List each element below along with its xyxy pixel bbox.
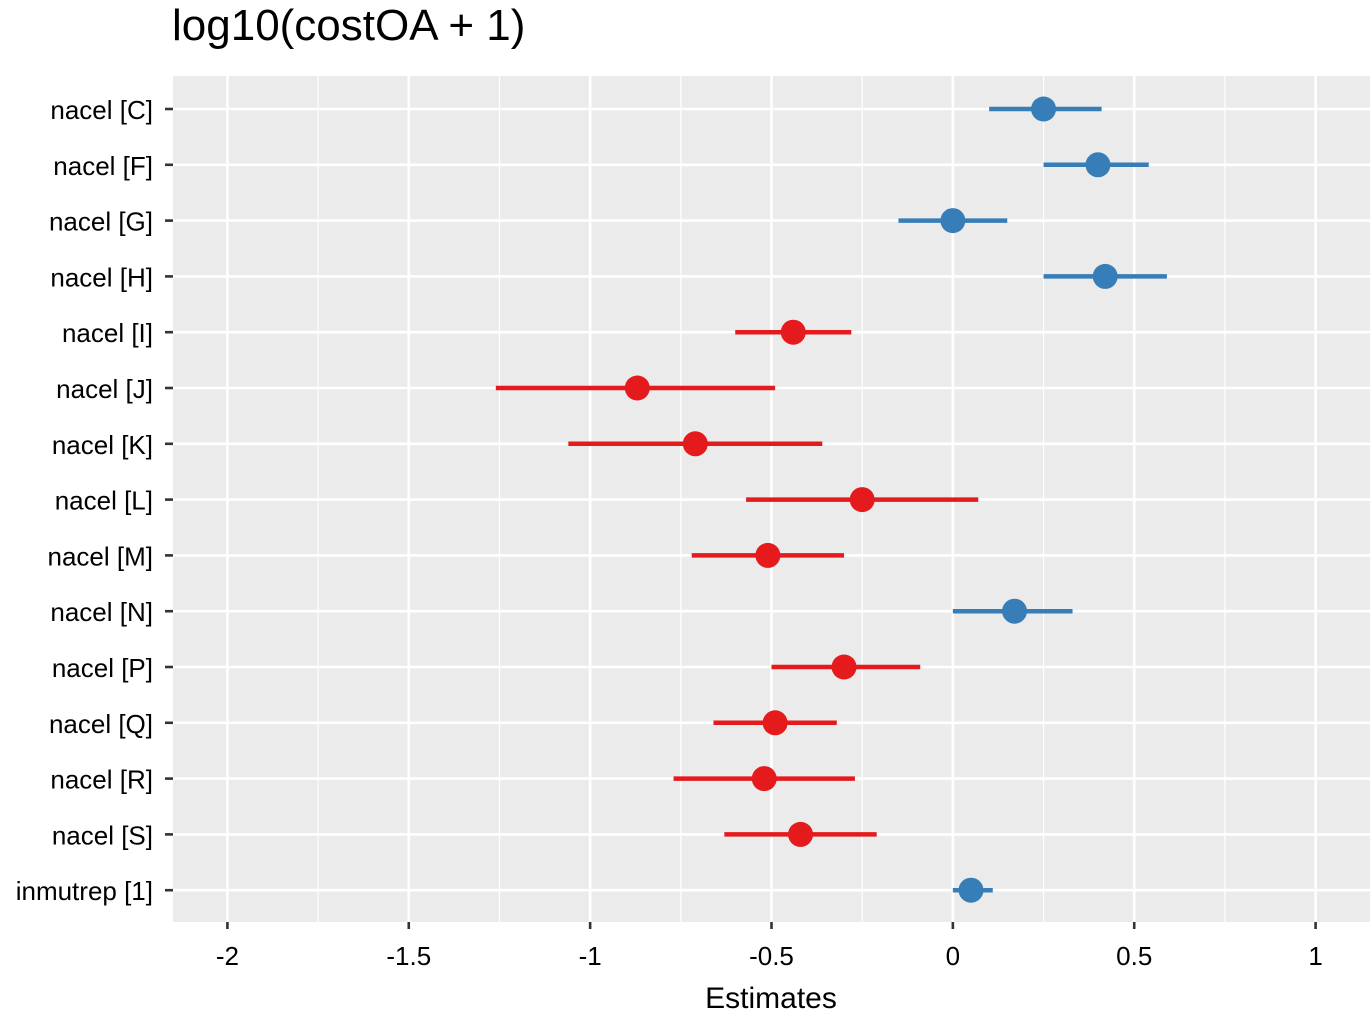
y-tick-label: nacel [G]	[49, 207, 153, 237]
estimate-point	[1031, 96, 1057, 122]
y-tick-label: nacel [Q]	[49, 709, 153, 739]
chart-title: log10(costOA + 1)	[172, 1, 525, 50]
estimate-point	[762, 710, 788, 736]
x-tick-label: -1	[579, 941, 602, 971]
y-tick-label: nacel [L]	[55, 486, 153, 516]
y-tick-label: nacel [F]	[53, 151, 153, 181]
estimate-point	[788, 821, 814, 847]
x-tick-label: 1	[1308, 941, 1322, 971]
x-tick-label: 0	[946, 941, 960, 971]
estimate-point	[780, 319, 806, 345]
estimate-point	[1085, 152, 1111, 178]
estimate-point	[849, 487, 875, 513]
x-axis: -2 -1.5 -1 -0.5 0 0.5 1	[216, 922, 1323, 971]
estimate-point	[755, 542, 781, 568]
y-tick-label: nacel [I]	[62, 318, 153, 348]
x-tick-label: -1.5	[386, 941, 431, 971]
estimate-point	[751, 766, 777, 792]
y-tick-label: nacel [C]	[50, 95, 153, 125]
estimate-point	[1002, 598, 1028, 624]
estimate-point	[958, 877, 984, 903]
y-tick-label: nacel [N]	[50, 597, 153, 627]
estimate-point	[682, 431, 708, 457]
estimate-point	[1092, 263, 1118, 289]
x-tick-label: 0.5	[1116, 941, 1152, 971]
estimate-point	[831, 654, 857, 680]
estimate-point	[940, 208, 966, 234]
y-tick-label: nacel [P]	[52, 653, 153, 683]
y-tick-label: nacel [M]	[48, 541, 154, 571]
y-tick-label: nacel [H]	[50, 262, 153, 292]
x-axis-label: Estimates	[705, 982, 837, 1009]
x-tick-label: -2	[216, 941, 239, 971]
y-tick-label: nacel [R]	[50, 765, 153, 795]
y-tick-label: nacel [J]	[56, 374, 153, 404]
estimate-marks	[495, 96, 1167, 903]
x-tick-label: -0.5	[749, 941, 794, 971]
y-tick-label: nacel [K]	[52, 430, 153, 460]
y-axis: nacel [C] nacel [F] nacel [G] nacel [H] nace…	[16, 95, 173, 906]
y-tick-label: nacel [S]	[52, 820, 153, 850]
y-tick-label: inmutrep [1]	[16, 876, 153, 906]
estimate-point	[624, 375, 650, 401]
